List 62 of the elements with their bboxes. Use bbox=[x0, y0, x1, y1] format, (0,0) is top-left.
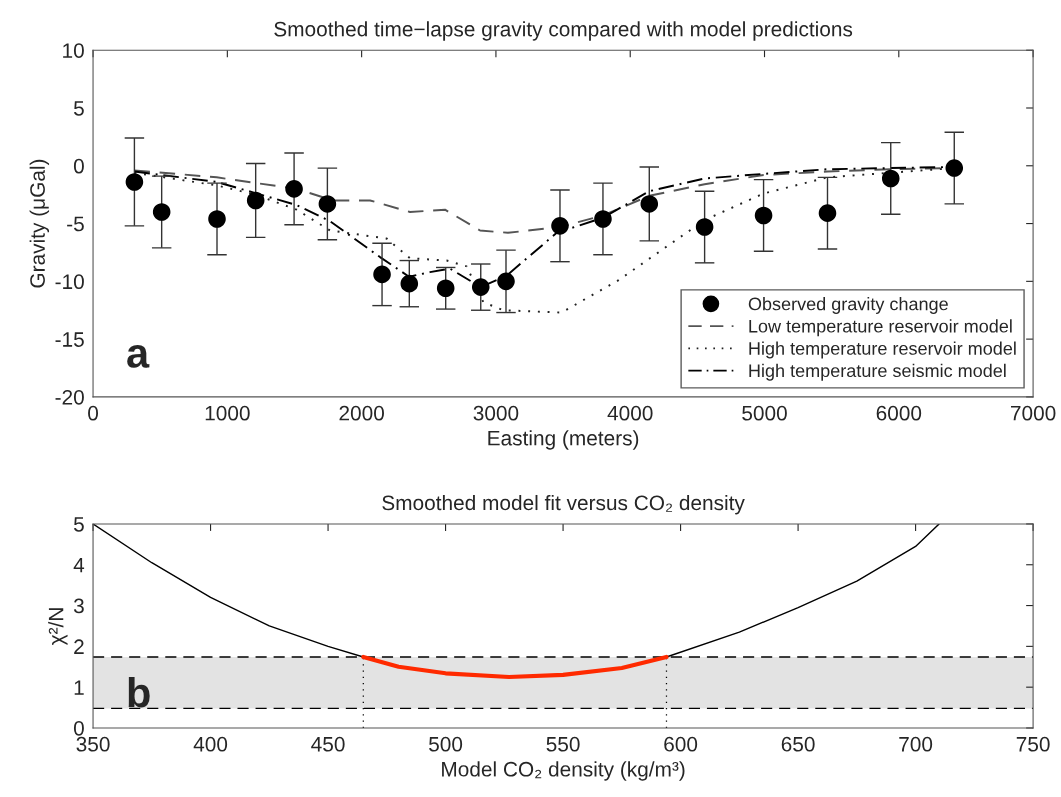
point bbox=[125, 173, 144, 191]
y-tick-label: 5 bbox=[73, 517, 84, 532]
point bbox=[497, 272, 515, 291]
y-tick-label: 1 bbox=[74, 680, 84, 695]
point bbox=[471, 278, 490, 296]
legend-label: Low temperature reservoir model bbox=[749, 319, 1012, 337]
point bbox=[400, 274, 419, 293]
x-tick-label: 3000 bbox=[473, 405, 519, 421]
point bbox=[945, 159, 964, 177]
point bbox=[152, 203, 171, 221]
point bbox=[285, 180, 303, 198]
legend-label: Observed gravity change bbox=[748, 297, 948, 314]
point bbox=[208, 210, 226, 228]
point bbox=[754, 206, 773, 225]
y-tick-label: -5 bbox=[67, 216, 84, 232]
point bbox=[695, 218, 714, 236]
y-tick-label: 4 bbox=[73, 557, 85, 573]
y-tick-label: 2 bbox=[74, 639, 84, 654]
x-tick-label: 550 bbox=[546, 736, 580, 752]
y-tick-label: 5 bbox=[73, 101, 84, 116]
x-tick-label: 500 bbox=[429, 736, 463, 752]
x-tick-label: 7000 bbox=[1010, 405, 1056, 421]
y-tick-label: -10 bbox=[55, 274, 84, 290]
x-tick-label: 350 bbox=[76, 736, 110, 752]
x-tick-label: 0 bbox=[88, 405, 99, 421]
point bbox=[818, 204, 837, 222]
point bbox=[881, 169, 900, 188]
point bbox=[436, 279, 455, 298]
point bbox=[373, 265, 391, 284]
y-tick-label: 0 bbox=[73, 158, 84, 174]
x-tick-label: 5000 bbox=[742, 405, 787, 421]
x-tick-label: 400 bbox=[193, 736, 228, 752]
y-tick-label: 3 bbox=[73, 598, 84, 614]
x-tick-label: 2000 bbox=[339, 405, 384, 421]
x-axis-title: Model CO₂ density (kg/m³) bbox=[442, 761, 685, 781]
annotation: a bbox=[127, 345, 150, 368]
x-tick-label: 450 bbox=[311, 736, 345, 752]
chart-title: Smoothed time−lapse gravity compared with model predictions bbox=[274, 21, 853, 41]
x-axis-title: Easting (meters) bbox=[488, 430, 639, 450]
line-series bbox=[361, 654, 669, 680]
y-tick-label: 10 bbox=[63, 43, 84, 58]
point bbox=[594, 210, 612, 228]
point bbox=[551, 217, 569, 235]
x-tick-label: 6000 bbox=[876, 405, 922, 421]
legend-label: High temperature seismic model bbox=[749, 363, 1006, 381]
x-tick-label: 700 bbox=[899, 736, 933, 752]
point bbox=[318, 195, 337, 213]
y-tick-label: 0 bbox=[73, 720, 84, 736]
y-axis-title: χ²/N bbox=[48, 608, 68, 646]
y-tick-label: -20 bbox=[55, 389, 84, 405]
point bbox=[640, 195, 659, 213]
chart-title: Smoothed model fit versus CO₂ density bbox=[382, 494, 745, 515]
x-tick-label: 1000 bbox=[205, 405, 250, 421]
x-tick-label: 650 bbox=[781, 736, 815, 752]
point bbox=[246, 191, 265, 210]
legend-label: High temperature reservoir model bbox=[749, 341, 1016, 359]
y-tick-label: -15 bbox=[55, 332, 84, 347]
y-axis-title: Gravity (μGal) bbox=[29, 159, 50, 288]
x-tick-label: 750 bbox=[1016, 736, 1050, 752]
x-tick-label: 4000 bbox=[607, 405, 653, 421]
x-tick-label: 600 bbox=[664, 736, 698, 752]
annotation: b bbox=[128, 676, 150, 708]
